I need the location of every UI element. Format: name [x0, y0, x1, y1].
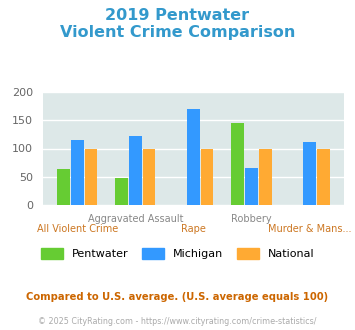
- Text: Violent Crime Comparison: Violent Crime Comparison: [60, 25, 295, 40]
- Text: Compared to U.S. average. (U.S. average equals 100): Compared to U.S. average. (U.S. average …: [26, 292, 329, 302]
- Bar: [129, 136, 142, 205]
- Text: Robbery: Robbery: [231, 214, 272, 224]
- Bar: [303, 142, 316, 205]
- Bar: [143, 148, 155, 205]
- Bar: [187, 109, 200, 205]
- Bar: [58, 169, 70, 205]
- Bar: [115, 178, 128, 205]
- Text: Rape: Rape: [181, 224, 206, 234]
- Text: All Violent Crime: All Violent Crime: [37, 224, 118, 234]
- Text: Aggravated Assault: Aggravated Assault: [88, 214, 183, 224]
- Bar: [85, 148, 97, 205]
- Text: 2019 Pentwater: 2019 Pentwater: [105, 8, 250, 23]
- Bar: [201, 148, 213, 205]
- Bar: [259, 148, 272, 205]
- Text: Murder & Mans...: Murder & Mans...: [268, 224, 351, 234]
- Bar: [71, 140, 84, 205]
- Legend: Pentwater, Michigan, National: Pentwater, Michigan, National: [36, 244, 319, 263]
- Bar: [317, 148, 329, 205]
- Bar: [245, 168, 258, 205]
- Text: © 2025 CityRating.com - https://www.cityrating.com/crime-statistics/: © 2025 CityRating.com - https://www.city…: [38, 317, 317, 326]
- Bar: [231, 123, 244, 205]
